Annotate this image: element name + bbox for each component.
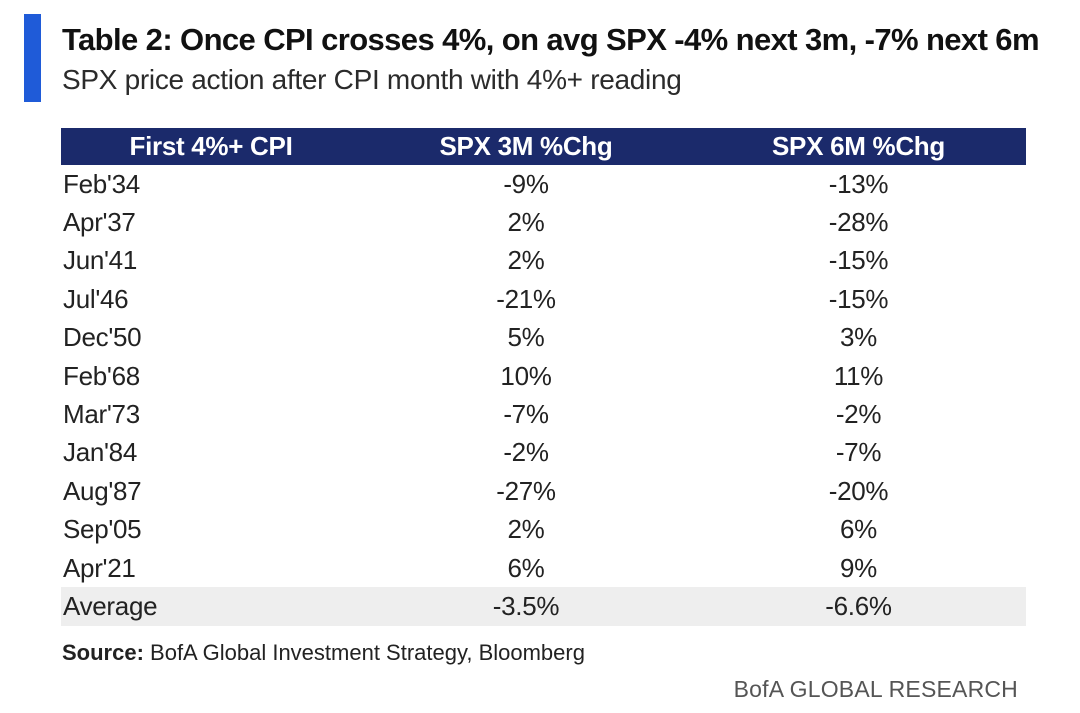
table-row: Jun'41 2% -15% xyxy=(61,242,1026,280)
cell-spx-6m: -7% xyxy=(835,437,882,468)
table-row: Mar'73 -7% -2% xyxy=(61,395,1026,433)
table-row: Sep'05 2% 6% xyxy=(61,511,1026,549)
cell-spx-3m: 10% xyxy=(500,360,552,391)
cell-spx-3m: 2% xyxy=(507,514,545,545)
table-subtitle: SPX price action after CPI month with 4%… xyxy=(62,64,682,95)
table-row: Apr'21 6% 9% xyxy=(61,549,1026,587)
table-row: Aug'87 -27% -20% xyxy=(61,472,1026,510)
cell-date: Feb'34 xyxy=(63,168,140,199)
cell-spx-6m: -20% xyxy=(828,475,889,506)
cell-date: Feb'68 xyxy=(63,360,140,391)
table-header-row: First 4%+ CPI SPX 3M %Chg SPX 6M %Chg xyxy=(61,128,1026,165)
cell-spx-3m: 5% xyxy=(507,322,545,353)
cell-spx-3m: -3.5% xyxy=(361,587,691,626)
table-row: Jul'46 -21% -15% xyxy=(61,280,1026,318)
cell-date: Sep'05 xyxy=(63,514,142,545)
table-row: Dec'50 5% 3% xyxy=(61,319,1026,357)
column-header-first-cpi: First 4%+ CPI xyxy=(61,128,361,165)
cell-date: Average xyxy=(61,587,361,626)
data-table-container: First 4%+ CPI SPX 3M %Chg SPX 6M %Chg Fe… xyxy=(61,128,1026,626)
cell-date: Apr'21 xyxy=(63,552,136,583)
table-row: Jan'84 -2% -7% xyxy=(61,434,1026,472)
cell-date: Jan'84 xyxy=(63,437,138,468)
cell-spx-3m: 2% xyxy=(507,245,545,276)
cell-spx-6m: 6% xyxy=(840,514,877,545)
table-title: Table 2: Once CPI crosses 4%, on avg SPX… xyxy=(62,22,1040,57)
cell-spx-6m: -13% xyxy=(828,168,889,199)
column-header-spx-6m: SPX 6M %Chg xyxy=(691,128,1026,165)
cell-date: Mar'73 xyxy=(63,399,140,430)
cell-spx-3m: -7% xyxy=(503,399,549,430)
cell-spx-6m: 11% xyxy=(833,360,884,391)
cell-spx-6m: 3% xyxy=(840,322,877,353)
cell-date: Jun'41 xyxy=(63,245,138,276)
source-label: Source: xyxy=(62,640,144,665)
cell-date: Apr'37 xyxy=(63,207,136,238)
table-body: Feb'34 -9% -13% Apr'37 2% -28% Jun'41 2% -15% Jul… xyxy=(61,165,1026,626)
brand-mark: BofA GLOBAL RESEARCH xyxy=(733,676,1018,702)
average-row: Average -3.5% -6.6% xyxy=(61,587,1026,626)
column-header-spx-3m: SPX 3M %Chg xyxy=(361,128,691,165)
cell-spx-6m: -28% xyxy=(828,207,889,238)
cell-spx-3m: -9% xyxy=(503,168,549,199)
cell-spx-6m: -2% xyxy=(835,399,882,430)
cell-spx-3m: -2% xyxy=(503,437,549,468)
cell-date: Jul'46 xyxy=(63,283,129,314)
cell-spx-3m: 2% xyxy=(507,207,545,238)
cell-spx-3m: -27% xyxy=(496,475,556,506)
cell-spx-6m: -6.6% xyxy=(691,587,1026,626)
table-row: Feb'68 10% 11% xyxy=(61,357,1026,395)
source-text: BofA Global Investment Strategy, Bloombe… xyxy=(143,640,585,665)
cell-spx-6m: 9% xyxy=(840,552,877,583)
table-row: Feb'34 -9% -13% xyxy=(61,165,1026,203)
source-note: Source: BofA Global Investment Strategy,… xyxy=(62,640,585,666)
accent-bar xyxy=(24,14,41,102)
cell-spx-3m: 6% xyxy=(507,552,545,583)
cell-date: Aug'87 xyxy=(63,475,142,506)
cell-spx-3m: -21% xyxy=(496,283,556,314)
table-row: Apr'37 2% -28% xyxy=(61,203,1026,241)
data-table: First 4%+ CPI SPX 3M %Chg SPX 6M %Chg Fe… xyxy=(61,128,1026,626)
cell-spx-6m: -15% xyxy=(828,283,889,314)
cell-spx-6m: -15% xyxy=(828,245,889,276)
cell-date: Dec'50 xyxy=(63,322,142,353)
